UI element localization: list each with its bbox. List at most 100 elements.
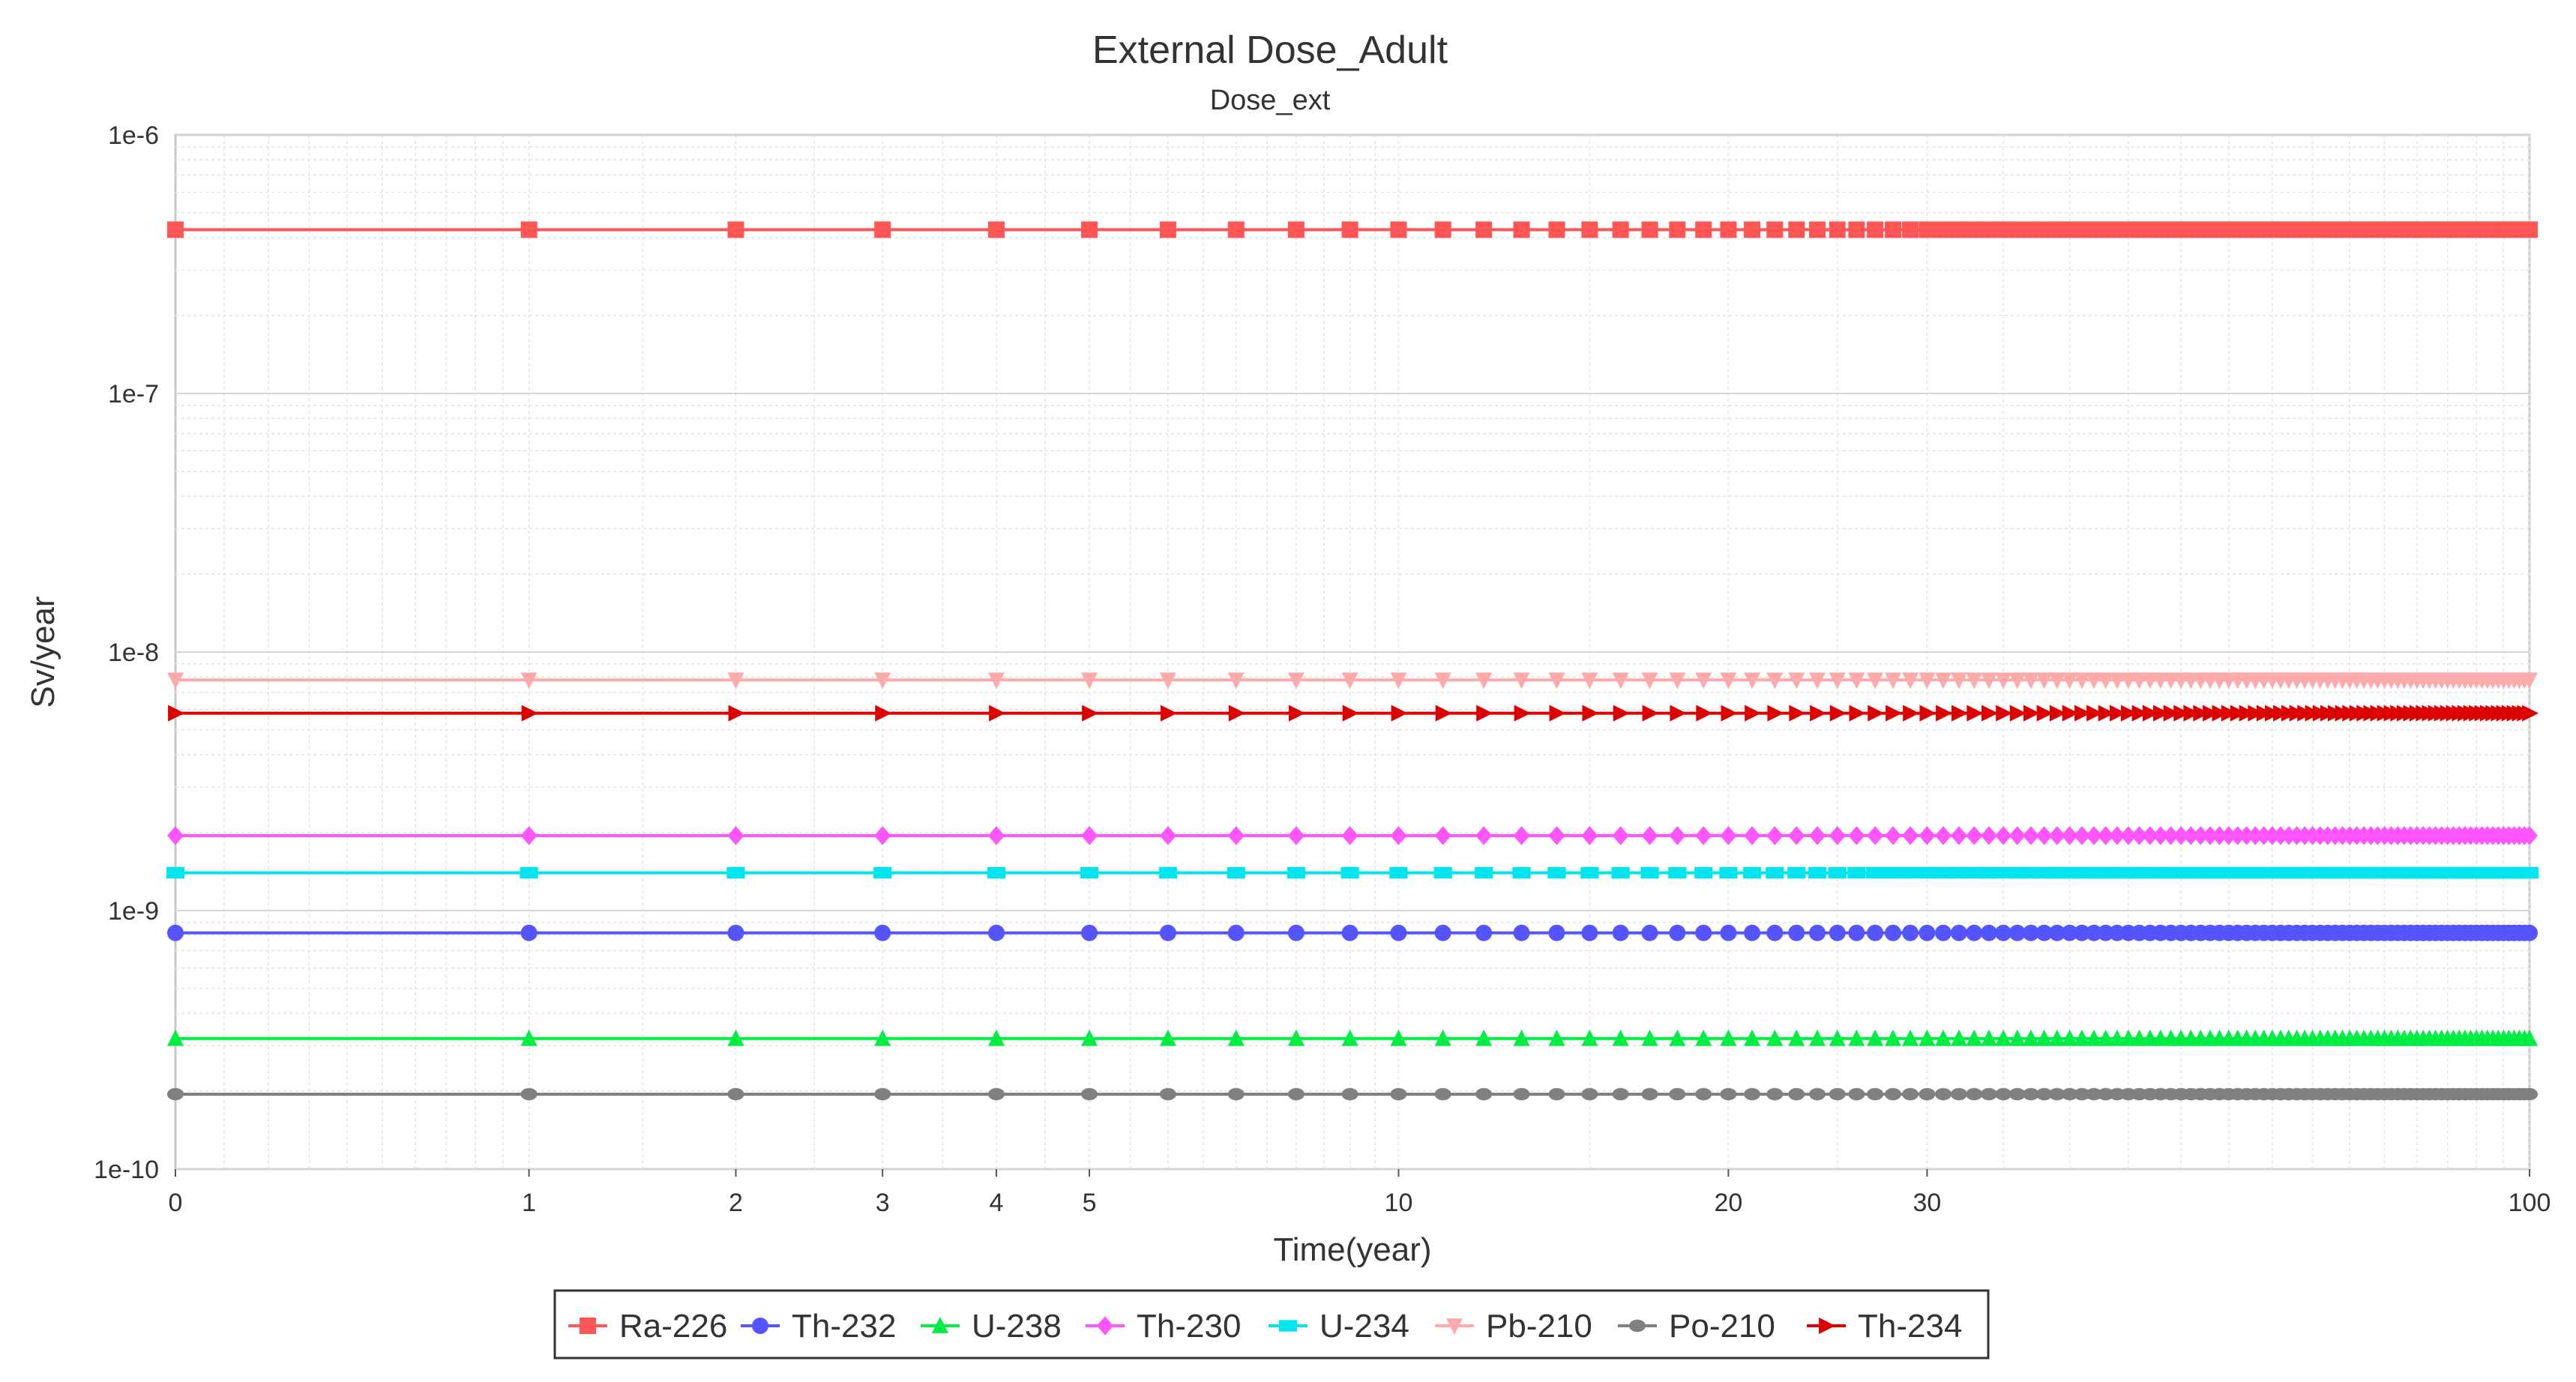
data-point [168,704,185,722]
data-point [1949,866,1969,879]
data-point [1612,924,1629,941]
data-point [988,826,1005,845]
x-tick-label: 20 [1714,1189,1742,1217]
data-point [1548,221,1565,238]
data-point [1513,924,1530,941]
data-point [1934,221,1951,238]
data-point [727,672,744,690]
data-point [726,866,745,879]
data-point [2074,672,2091,690]
series-layer [166,221,2539,1101]
data-point [1902,221,1919,238]
data-point [520,1087,538,1101]
data-point [1287,826,1304,845]
data-point [2119,1029,2137,1046]
data-point [167,672,184,690]
x-tick-label: 30 [1913,1189,1941,1217]
x-tick-label: 4 [990,1189,1004,1217]
data-point [2239,704,2256,722]
x-tick-label: 0 [169,1189,183,1217]
data-point [1434,1087,1451,1101]
data-point [874,1087,891,1101]
data-point [1081,924,1098,941]
data-point [1829,221,1846,238]
data-point [1744,672,1761,690]
data-point [2193,704,2210,722]
data-point [1227,924,1245,941]
y-axis-label: Sv/year [25,596,61,707]
data-point [167,221,184,238]
data-point [1695,672,1712,690]
data-point [1390,221,1407,238]
data-point [1287,1029,1304,1046]
data-point [1549,704,1566,722]
data-point [2035,924,2053,941]
data-point [1669,826,1686,845]
data-point [1934,1029,1951,1046]
data-point [2048,924,2065,941]
data-point [873,866,892,879]
data-point [1867,924,1884,941]
data-point [2521,1029,2538,1046]
data-point [874,221,891,238]
data-point [1670,704,1687,722]
data-point [1227,672,1245,690]
data-point [1950,1029,1967,1046]
data-point [1514,704,1531,722]
series-u-234 [166,866,2539,879]
legend-marker [932,1316,948,1333]
data-point [1966,1087,1983,1101]
data-point [1995,1087,2012,1101]
legend-marker [752,1318,768,1334]
x-tick-label: 1 [522,1189,536,1217]
series-u-238 [167,1029,2538,1046]
data-point [1919,221,1936,238]
data-point [1902,924,1919,941]
data-point [1966,672,1983,690]
data-point [1669,924,1686,941]
y-tick-label: 1e-8 [108,639,159,667]
data-point [1950,672,1967,690]
legend-label: Th-232 [792,1308,896,1345]
y-tick-label: 1e-6 [108,121,159,150]
data-point [1476,704,1493,722]
data-point [1081,221,1098,238]
data-point [2131,826,2148,845]
data-point [1995,672,2012,690]
data-point [1513,1087,1530,1101]
data-point [1287,672,1304,690]
data-point [988,1029,1005,1046]
legend-marker [1446,1318,1463,1336]
data-point [1227,826,1245,845]
data-point [2522,704,2539,722]
data-point [2163,704,2180,722]
data-point [2110,704,2127,722]
data-point [1641,1087,1658,1101]
data-point [1548,1087,1565,1101]
data-point [1902,1029,1919,1046]
data-point [874,924,891,941]
data-point [1342,704,1359,722]
data-point [1641,924,1658,941]
legend-label: U-238 [972,1308,1062,1345]
data-point [2152,704,2170,722]
data-point [1390,1087,1407,1101]
data-point [1980,826,1997,845]
data-point [875,704,892,722]
data-point [1389,866,1408,879]
data-point [1434,1029,1451,1046]
chart-title: External Dose_Adult [1092,28,1448,72]
data-point [1810,704,1827,722]
data-point [2265,704,2282,722]
data-point [1919,924,1936,941]
data-point [1995,221,2012,238]
data-point [1548,672,1565,690]
data-point [1081,1087,1098,1101]
data-point [1867,826,1884,845]
data-point [1721,704,1738,722]
data-point [1788,1087,1805,1101]
data-point [874,672,891,690]
legend-item-th-232: Th-232 [741,1308,896,1345]
legend-marker [1819,1318,1836,1334]
data-point [520,866,538,879]
